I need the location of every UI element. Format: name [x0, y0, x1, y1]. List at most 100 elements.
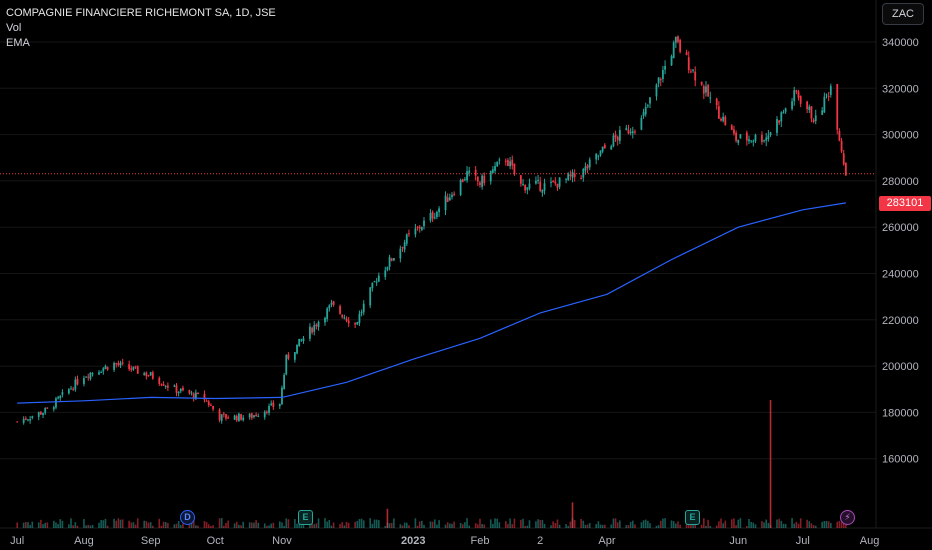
volume-bar	[685, 524, 688, 528]
volume-bar	[464, 522, 466, 528]
candle-body	[685, 52, 688, 56]
volume-bar	[238, 524, 240, 528]
volume-bar	[474, 523, 477, 528]
candle-body	[429, 213, 432, 221]
currency-button[interactable]: ZAC	[882, 3, 924, 25]
candle-body	[674, 36, 677, 43]
volume-bar	[173, 524, 176, 528]
volume-bar	[449, 523, 451, 528]
volume-bar	[343, 525, 346, 528]
candle-body	[61, 392, 64, 395]
candle-body	[166, 385, 169, 388]
candle-body	[188, 390, 191, 394]
split-event-icon[interactable]: ⚡	[840, 510, 855, 525]
volume-bar	[225, 523, 227, 528]
x-tick-label: Jul	[10, 535, 24, 547]
candle-body	[433, 217, 436, 219]
volume-bar	[373, 519, 376, 528]
candle-body	[672, 42, 675, 59]
candle-body	[644, 107, 647, 115]
volume-bar	[106, 525, 109, 528]
candle-body	[145, 372, 148, 377]
volume-bar	[601, 524, 604, 528]
volume-bar	[569, 521, 572, 528]
volume-bar	[388, 523, 391, 528]
volume-bar	[414, 518, 417, 528]
volume-bar	[347, 522, 350, 528]
candle-body	[528, 183, 531, 189]
volume-bar	[582, 520, 585, 528]
candle-body	[265, 411, 268, 413]
candle-body	[582, 169, 585, 178]
candle-body	[451, 194, 453, 198]
candle-body	[27, 419, 29, 421]
candle-body	[281, 387, 283, 405]
candle-body	[218, 409, 221, 421]
volume-bar	[522, 518, 524, 528]
volume-bar	[722, 523, 724, 528]
candle-body	[595, 153, 598, 160]
volume-bar	[369, 518, 372, 528]
candle-body	[293, 352, 296, 360]
volume-bar	[750, 521, 752, 528]
candle-body	[233, 415, 236, 420]
volume-bar	[119, 519, 122, 528]
candle-body	[844, 162, 847, 176]
candle-body	[543, 183, 546, 191]
y-tick-label: 180000	[882, 407, 919, 419]
volume-bar	[300, 525, 303, 528]
symbol-title: COMPAGNIE FINANCIERE RICHEMONT SA, 1D, J…	[6, 7, 276, 19]
volume-bar	[489, 519, 492, 528]
candle-body	[808, 106, 811, 110]
candle-body	[842, 153, 845, 165]
volume-label: Vol	[6, 22, 22, 34]
candle-body	[85, 376, 87, 378]
volume-bar	[739, 518, 742, 528]
volume-bar	[341, 522, 344, 528]
volume-bar	[46, 522, 49, 528]
y-tick-label: 160000	[882, 454, 919, 466]
volume-bar	[599, 524, 602, 528]
candle-body	[317, 321, 320, 327]
candle-body	[57, 397, 60, 399]
volume-bar	[98, 522, 100, 528]
candle-body	[748, 139, 750, 142]
dividend-event-icon[interactable]: D	[180, 510, 195, 525]
candle-body	[791, 101, 793, 109]
volume-bar	[393, 518, 395, 528]
candle-body	[507, 160, 509, 167]
volume-bar	[158, 518, 161, 528]
volume-bar	[812, 525, 815, 528]
candle-body	[362, 303, 365, 313]
volume-bar	[332, 522, 335, 528]
candle-body	[227, 417, 230, 419]
volume-bar	[76, 525, 79, 528]
candle-body	[190, 392, 193, 394]
volume-bar	[104, 518, 107, 528]
volume-bar	[384, 525, 387, 528]
earnings-event-icon[interactable]: E	[685, 510, 700, 525]
candle-body	[799, 96, 802, 104]
volume-bar	[272, 522, 275, 528]
volume-bar	[526, 525, 529, 528]
candle-body	[240, 414, 242, 420]
volume-bar	[266, 525, 268, 528]
volume-bar	[37, 522, 40, 528]
candle-body	[522, 183, 524, 185]
candle-body	[709, 97, 712, 99]
volume-bar	[627, 525, 630, 528]
volume-bar	[160, 525, 163, 528]
earnings-event-icon[interactable]: E	[298, 510, 313, 525]
candle-body	[599, 150, 602, 156]
volume-bar	[799, 518, 802, 528]
candle-body	[235, 416, 238, 421]
volume-bar	[737, 519, 740, 528]
candle-body	[115, 363, 118, 365]
volume-bar	[468, 525, 471, 528]
volume-bar	[797, 523, 800, 528]
volume-bar	[197, 525, 199, 528]
volume-bar	[461, 524, 464, 528]
candle-body	[339, 305, 341, 314]
candle-body	[646, 105, 649, 107]
